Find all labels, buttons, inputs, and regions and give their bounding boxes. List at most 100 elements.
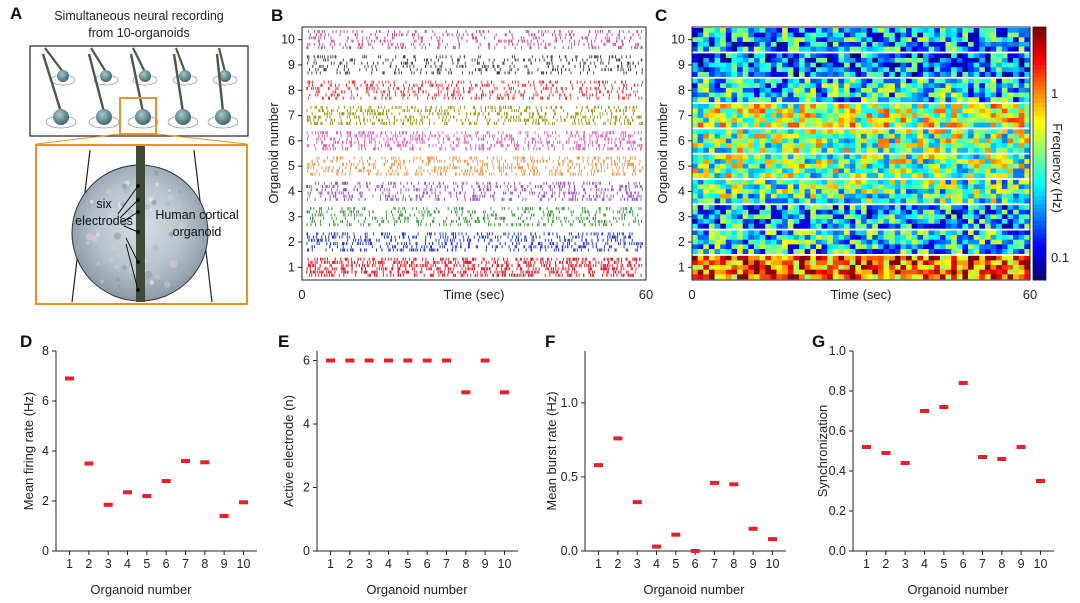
spike-mark — [563, 216, 565, 220]
spike-mark — [515, 166, 517, 170]
spike-mark — [568, 197, 570, 201]
spike-mark — [568, 61, 570, 65]
organoid-speck — [89, 199, 94, 204]
spike-mark — [390, 131, 392, 135]
spike-mark — [392, 137, 394, 141]
spike-mark — [500, 166, 502, 170]
spike-mark — [346, 61, 348, 65]
spike-mark — [478, 96, 480, 100]
spike-mark — [470, 112, 472, 116]
spike-mark — [411, 260, 412, 264]
spike-mark — [306, 109, 308, 113]
spike-mark — [422, 216, 424, 220]
spike-mark — [416, 68, 418, 72]
spike-mark — [382, 112, 384, 116]
spike-mark — [448, 112, 450, 116]
spike-mark — [527, 162, 529, 166]
spike-mark — [626, 270, 628, 274]
spike-mark — [400, 147, 402, 151]
spike-mark — [311, 131, 313, 135]
spike-mark — [334, 223, 336, 227]
spike-mark — [450, 71, 452, 75]
spike-mark — [415, 134, 417, 138]
spike-mark — [416, 156, 418, 160]
spike-mark — [402, 93, 404, 97]
spike-mark — [352, 248, 354, 252]
spike-mark — [342, 267, 343, 271]
spike-mark — [322, 270, 324, 274]
spike-mark — [387, 137, 389, 141]
spike-mark — [463, 216, 465, 220]
spike-mark — [382, 112, 384, 116]
spike-mark — [453, 156, 455, 160]
spike-mark — [393, 30, 395, 33]
spike-mark — [497, 257, 499, 261]
spike-mark — [321, 210, 323, 214]
spike-mark — [593, 55, 595, 59]
spike-mark — [340, 267, 342, 271]
spike-mark — [588, 260, 590, 264]
spike-mark — [322, 96, 323, 100]
spike-mark — [453, 90, 455, 94]
spike-mark — [325, 169, 327, 173]
spike-mark — [387, 235, 389, 239]
spike-mark — [457, 223, 459, 227]
organoid-speck — [161, 180, 170, 188]
spike-mark — [477, 58, 479, 62]
spike-mark — [340, 30, 342, 33]
spike-mark — [579, 220, 581, 223]
spike-mark — [319, 213, 321, 217]
spike-mark — [483, 144, 485, 148]
spike-mark — [528, 223, 530, 227]
spike-mark — [387, 197, 388, 201]
spike-mark — [403, 137, 405, 141]
spike-mark — [488, 181, 490, 185]
spike-mark — [560, 220, 562, 223]
spike-mark — [360, 122, 361, 125]
spike-mark — [380, 122, 382, 125]
spike-mark — [577, 156, 579, 160]
spike-mark — [420, 248, 421, 252]
spike-mark — [486, 267, 488, 271]
spike-mark — [545, 112, 547, 116]
organoid-speck — [85, 240, 90, 245]
spike-mark — [638, 194, 640, 198]
spike-mark — [313, 207, 315, 211]
spike-mark — [617, 64, 619, 68]
spike-mark — [571, 30, 573, 33]
spike-mark — [438, 93, 440, 97]
spike-mark — [407, 220, 409, 223]
spike-mark — [351, 112, 353, 116]
spike-mark — [396, 191, 398, 195]
spike-mark — [408, 188, 410, 192]
spike-mark — [592, 93, 594, 97]
spike-mark — [599, 112, 601, 116]
spike-mark — [532, 257, 534, 261]
spike-mark — [526, 207, 528, 211]
spike-mark — [506, 112, 508, 116]
spike-mark — [507, 105, 509, 109]
spike-mark — [313, 118, 315, 122]
spike-mark — [608, 260, 610, 264]
spike-mark — [578, 147, 580, 151]
spike-mark — [572, 191, 574, 195]
spike-mark — [597, 238, 599, 242]
spike-mark — [358, 140, 359, 144]
spike-mark — [529, 273, 531, 277]
spike-mark — [489, 188, 491, 192]
spike-mark — [430, 235, 431, 239]
spike-mark — [564, 245, 566, 249]
spike-mark — [542, 87, 544, 90]
spike-mark — [611, 223, 613, 227]
spike-mark — [636, 248, 638, 252]
spike-mark — [462, 207, 464, 211]
spike-mark — [498, 162, 500, 166]
spike-mark — [549, 273, 551, 277]
spike-mark — [503, 232, 505, 236]
spike-mark — [482, 30, 484, 33]
spike-mark — [465, 267, 467, 271]
spike-mark — [562, 172, 563, 176]
spike-mark — [493, 210, 495, 214]
spike-mark — [404, 197, 406, 201]
spike-mark — [629, 232, 631, 236]
